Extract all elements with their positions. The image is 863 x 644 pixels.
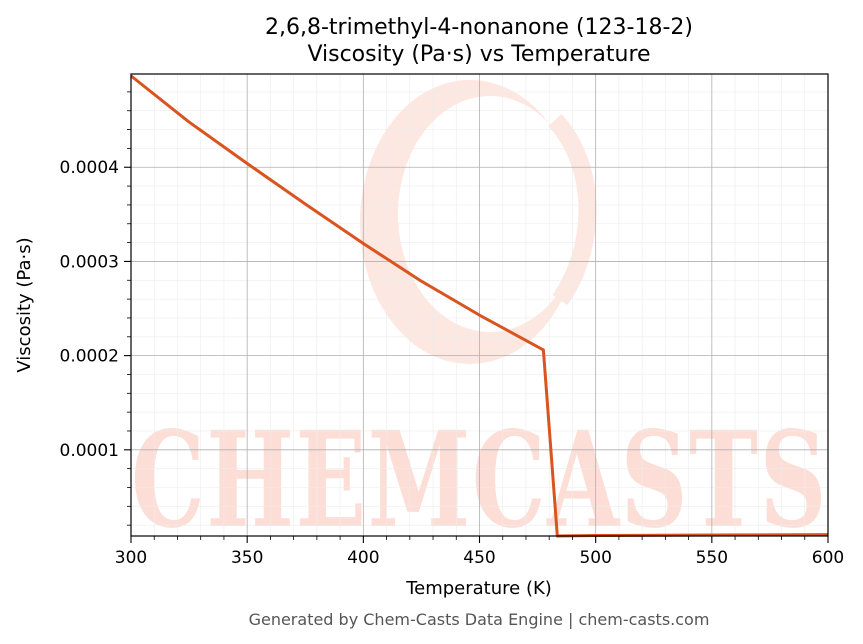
x-tick-label: 300 — [115, 548, 147, 568]
chart-title-line2: Viscosity (Pa·s) vs Temperature — [307, 42, 650, 67]
y-axis-label: Viscosity (Pa·s) — [14, 237, 35, 372]
x-axis-ticks: 300 350 400 450 500 550 600 — [115, 536, 844, 568]
chart-title-line1: 2,6,8-trimethyl-4-nonanone (123-18-2) — [265, 15, 693, 40]
y-tick-label: 0.0001 — [60, 441, 119, 461]
y-tick-label: 0.0002 — [60, 347, 119, 367]
x-tick-label: 500 — [579, 548, 611, 568]
x-tick-label: 600 — [812, 548, 844, 568]
y-tick-label: 0.0004 — [60, 158, 119, 178]
x-tick-label: 350 — [231, 548, 263, 568]
footer-credit: Generated by Chem-Casts Data Engine | ch… — [249, 610, 710, 629]
x-tick-label: 400 — [347, 548, 379, 568]
x-tick-label: 450 — [463, 548, 495, 568]
y-tick-label: 0.0003 — [60, 252, 119, 272]
watermark-ring-logo — [360, 80, 597, 364]
minor-ticks — [127, 91, 806, 540]
x-axis-label: Temperature (K) — [405, 578, 552, 599]
x-tick-label: 550 — [696, 548, 728, 568]
y-axis-ticks: 0.0001 0.0002 0.0003 0.0004 — [60, 158, 131, 461]
